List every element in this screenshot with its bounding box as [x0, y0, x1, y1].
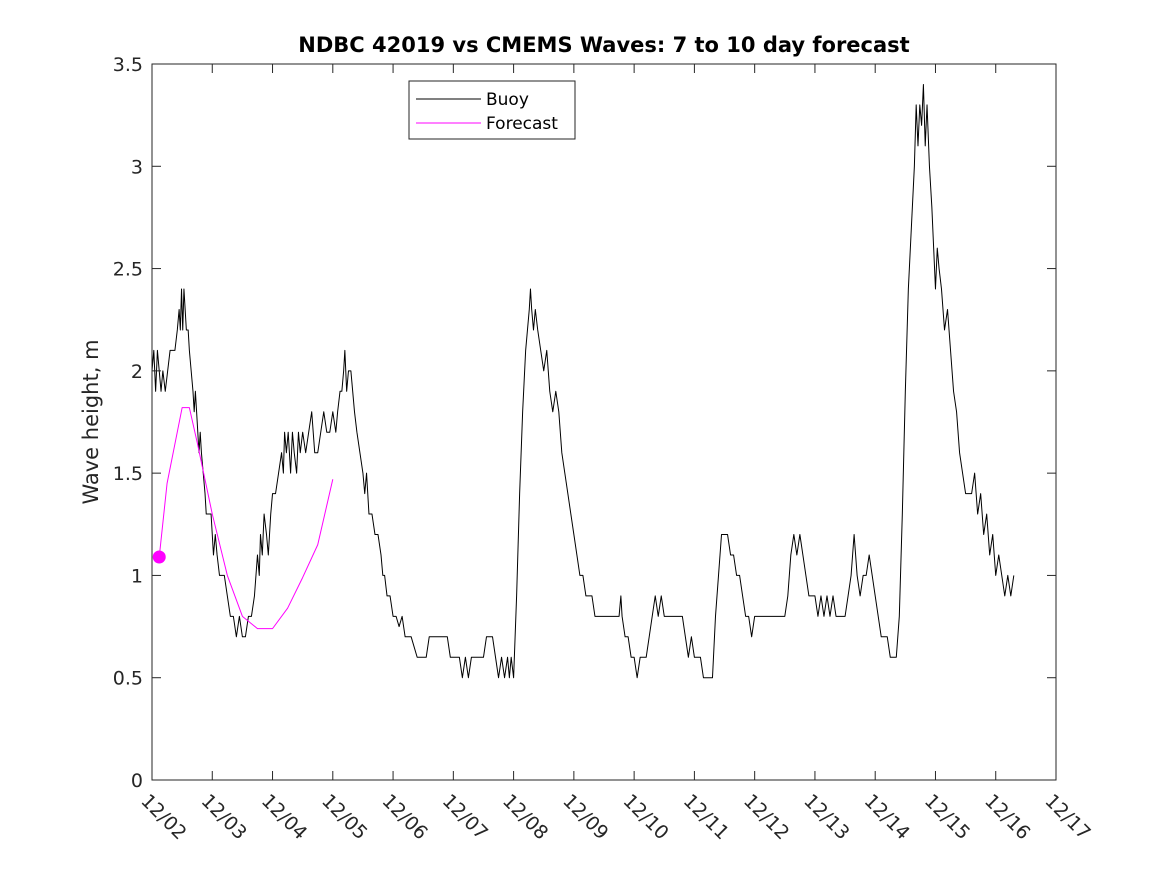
legend-label-forecast: Forecast — [486, 114, 558, 134]
y-tick-label: 0.5 — [113, 668, 143, 690]
y-ticks: 0 0.5 1 1.5 2 2.5 3 3.5 — [113, 54, 1056, 792]
series-layer — [151, 83, 1015, 679]
y-tick-label: 2 — [131, 361, 143, 383]
legend-label-buoy: Buoy — [486, 90, 529, 110]
y-tick-label: 3 — [131, 156, 143, 178]
series-marker-forecast — [152, 550, 166, 564]
chart-title: NDBC 42019 vs CMEMS Waves: 7 to 10 day f… — [298, 33, 909, 57]
legend: Buoy Forecast — [408, 80, 576, 140]
y-tick-label: 3.5 — [113, 54, 143, 76]
y-axis-label: Wave height, m — [79, 339, 103, 504]
legend-box — [408, 80, 576, 140]
axes-box — [151, 63, 1057, 781]
y-tick-label: 0 — [131, 770, 143, 792]
series-line-forecast — [158, 407, 334, 630]
y-tick-label: 1.5 — [113, 463, 143, 485]
plot-area — [152, 64, 1056, 780]
y-tick-label: 2.5 — [113, 259, 143, 281]
y-tick-label: 1 — [131, 565, 143, 587]
series-line-buoy — [151, 83, 1015, 679]
